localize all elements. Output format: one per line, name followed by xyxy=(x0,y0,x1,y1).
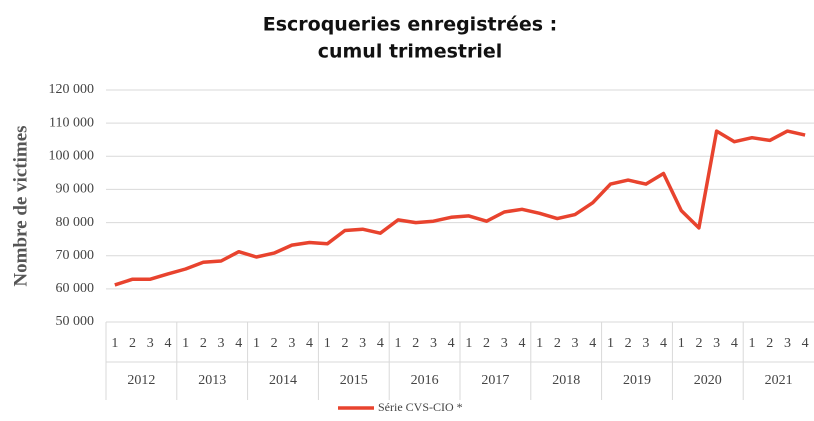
legend-label: Série CVS-CIO * xyxy=(378,400,463,414)
y-tick-label: 60 000 xyxy=(56,281,95,296)
x-tick-label: 3 xyxy=(430,336,437,351)
x-tick-label: 4 xyxy=(731,336,738,351)
x-group-label: 2015 xyxy=(340,373,368,388)
y-tick-label: 50 000 xyxy=(56,314,95,329)
y-tick-label: 70 000 xyxy=(56,248,95,263)
x-tick-label: 3 xyxy=(501,336,508,351)
chart-title: Escroqueries enregistrées : xyxy=(263,14,558,36)
x-tick-label: 4 xyxy=(589,336,596,351)
x-group-label: 2014 xyxy=(269,373,297,388)
x-tick-label: 3 xyxy=(713,336,720,351)
x-group-label: 2021 xyxy=(765,373,793,388)
x-tick-label: 2 xyxy=(341,336,348,351)
x-group-label: 2016 xyxy=(411,373,439,388)
x-group-label: 2012 xyxy=(127,373,155,388)
x-tick-label: 2 xyxy=(766,336,773,351)
x-tick-label: 2 xyxy=(554,336,561,351)
x-tick-label: 2 xyxy=(412,336,419,351)
x-group-label: 2019 xyxy=(623,373,651,388)
x-tick-label: 3 xyxy=(784,336,791,351)
y-tick-label: 90 000 xyxy=(56,182,95,197)
x-tick-label: 4 xyxy=(164,336,171,351)
x-tick-label: 4 xyxy=(802,336,809,351)
y-tick-label: 100 000 xyxy=(49,149,95,164)
x-tick-label: 4 xyxy=(660,336,667,351)
x-tick-label: 3 xyxy=(288,336,295,351)
x-tick-label: 3 xyxy=(359,336,366,351)
x-group-label: 2020 xyxy=(694,373,722,388)
x-tick-label: 1 xyxy=(536,336,543,351)
y-axis-title: Nombre de victimes xyxy=(10,125,31,286)
y-tick-label: 110 000 xyxy=(49,115,94,130)
x-tick-label: 2 xyxy=(200,336,207,351)
x-tick-label: 1 xyxy=(678,336,685,351)
x-tick-label: 1 xyxy=(324,336,331,351)
chart-title: cumul trimestriel xyxy=(318,41,503,63)
x-tick-label: 3 xyxy=(642,336,649,351)
x-tick-label: 3 xyxy=(147,336,154,351)
x-tick-label: 2 xyxy=(271,336,278,351)
x-tick-label: 4 xyxy=(518,336,525,351)
x-tick-label: 4 xyxy=(448,336,455,351)
x-group-label: 2018 xyxy=(552,373,580,388)
x-tick-label: 1 xyxy=(111,336,118,351)
x-tick-label: 2 xyxy=(129,336,136,351)
x-tick-label: 2 xyxy=(483,336,490,351)
x-tick-label: 4 xyxy=(306,336,313,351)
x-tick-label: 2 xyxy=(695,336,702,351)
x-tick-label: 2 xyxy=(625,336,632,351)
y-tick-label: 80 000 xyxy=(56,215,95,230)
line-series xyxy=(114,129,806,287)
x-tick-label: 3 xyxy=(572,336,579,351)
y-tick-label: 120 000 xyxy=(49,82,95,97)
x-tick-label: 1 xyxy=(607,336,614,351)
x-tick-label: 3 xyxy=(218,336,225,351)
x-tick-label: 1 xyxy=(465,336,472,351)
x-tick-label: 1 xyxy=(182,336,189,351)
x-group-label: 2013 xyxy=(198,373,226,388)
x-tick-label: 4 xyxy=(377,336,384,351)
x-tick-label: 1 xyxy=(395,336,402,351)
x-tick-label: 1 xyxy=(253,336,260,351)
x-group-label: 2017 xyxy=(481,373,509,388)
x-tick-label: 4 xyxy=(235,336,242,351)
x-tick-label: 1 xyxy=(749,336,756,351)
